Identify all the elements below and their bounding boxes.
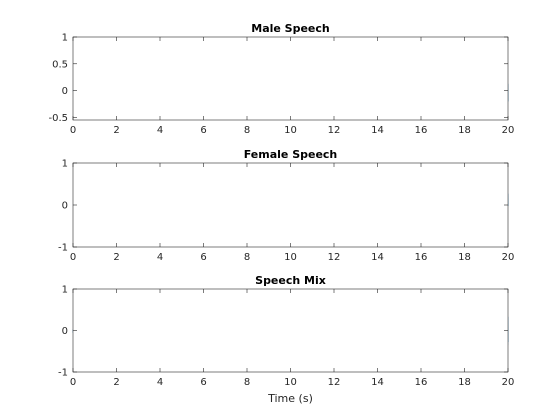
female-speech-xtick-label: 10 <box>284 252 297 263</box>
male-speech-axes-box <box>72 36 509 121</box>
female-speech-xtick-label: 2 <box>113 252 119 263</box>
speech-mix-xtick-label: 2 <box>113 377 119 388</box>
female-speech-xtick-label: 20 <box>502 252 515 263</box>
speech-mix-xtick-label: 16 <box>415 377 428 388</box>
speech-mix-ytick-label: 0 <box>62 326 68 337</box>
male-speech-ytick-label: 0 <box>62 86 68 97</box>
speech-mix-x-axis-label: Time (s) <box>267 392 313 405</box>
speech-mix-xtick-label: 8 <box>244 377 250 388</box>
speech-mix-title: Speech Mix <box>255 274 326 287</box>
male-speech-xtick-label: 0 <box>70 125 76 136</box>
female-speech-xtick-label: 12 <box>328 252 341 263</box>
female-speech-ytick-label: 1 <box>62 159 68 170</box>
male-speech-xtick-label: 2 <box>113 125 119 136</box>
female-speech-xtick-label: 14 <box>371 252 384 263</box>
speech-mix-xtick-label: 10 <box>284 377 297 388</box>
male-speech-xtick-label: 18 <box>458 125 471 136</box>
male-speech-xtick-label: 14 <box>371 125 384 136</box>
speech-mix-xtick-label: 18 <box>458 377 471 388</box>
female-speech-xtick-label: 4 <box>157 252 163 263</box>
male-speech-ytick-label: 1 <box>62 33 68 44</box>
male-speech-xtick-label: 20 <box>502 125 515 136</box>
speech-mix-xtick-label: 0 <box>70 377 76 388</box>
female-speech-title: Female Speech <box>244 148 338 161</box>
male-speech-xtick-label: 10 <box>284 125 297 136</box>
speech-mix-xtick-label: 12 <box>328 377 341 388</box>
female-speech-axes-box <box>72 162 509 248</box>
female-speech-xtick-label: 6 <box>200 252 206 263</box>
male-speech-xtick-label: 4 <box>157 125 163 136</box>
speech-mix-xtick-label: 4 <box>157 377 163 388</box>
female-speech-xtick-label: 0 <box>70 252 76 263</box>
speech-mix-axes-box <box>72 288 509 373</box>
female-speech-ytick-label: 0 <box>62 201 68 212</box>
male-speech-xtick-label: 12 <box>328 125 341 136</box>
speech-mix-ytick-label: -1 <box>58 368 68 379</box>
speech-mix-xtick-label: 14 <box>371 377 384 388</box>
speech-mix-ytick-label: 1 <box>62 285 68 296</box>
female-speech-xtick-label: 16 <box>415 252 428 263</box>
male-speech-ytick-label: 0.5 <box>52 59 68 70</box>
female-speech-ytick-label: -1 <box>58 243 68 254</box>
speech-mix-xtick-label: 20 <box>502 377 515 388</box>
male-speech-xtick-label: 6 <box>200 125 206 136</box>
female-speech-xtick-label: 8 <box>244 252 250 263</box>
male-speech-ytick-label: -0.5 <box>48 113 68 124</box>
female-speech-xtick-label: 18 <box>458 252 471 263</box>
male-speech-xtick-label: 8 <box>244 125 250 136</box>
speech-mix-xtick-label: 6 <box>200 377 206 388</box>
male-speech-title: Male Speech <box>251 22 330 35</box>
male-speech-xtick-label: 16 <box>415 125 428 136</box>
